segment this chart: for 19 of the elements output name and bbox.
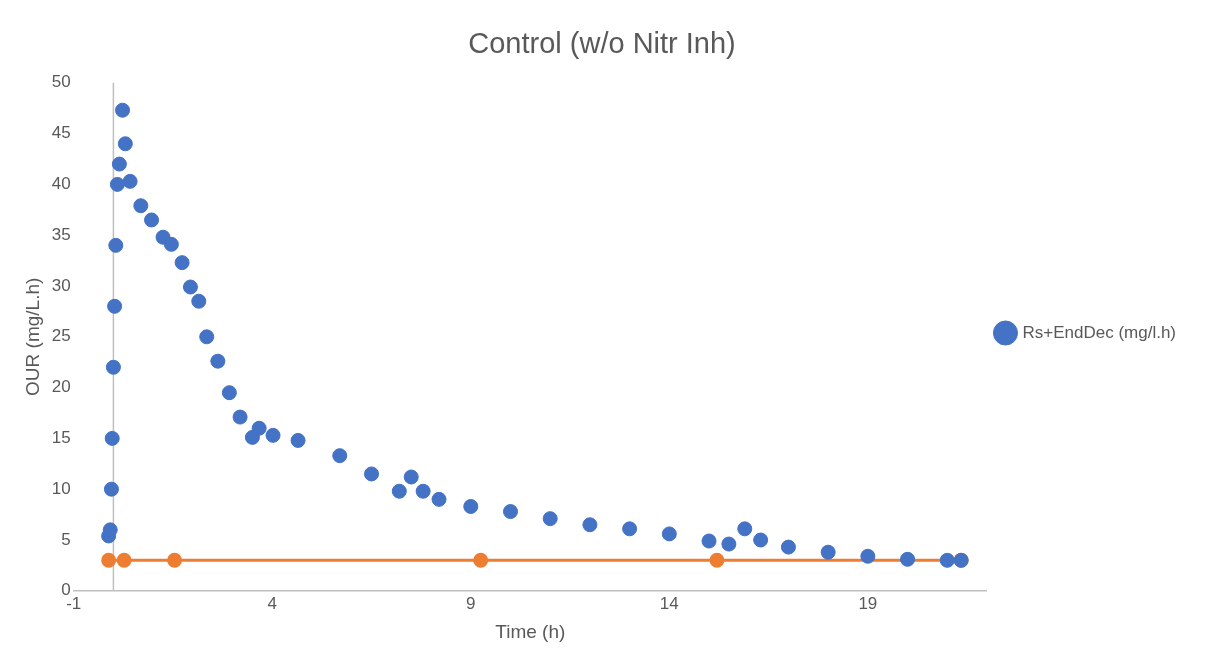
y-tick-label: 40 (51, 174, 71, 194)
y-tick-label: 15 (51, 428, 71, 448)
x-tick-label: 19 (858, 593, 878, 613)
chart-title: Control (w/o Nitr Inh) (468, 27, 736, 60)
y-axis-title: OUR (mg/L.h) (21, 277, 43, 396)
y-tick-label: 20 (51, 377, 71, 397)
y-tick-label: 0 (61, 580, 71, 600)
y-tick-label: 25 (51, 326, 71, 346)
x-tick-label: 9 (466, 593, 476, 613)
x-tick-label: 4 (267, 593, 277, 613)
y-tick-label: 35 (51, 224, 71, 244)
x-tick-label: 14 (659, 593, 679, 613)
legend-label: Rs+EndDec (mg/l.h) (1022, 322, 1177, 342)
y-tick-label: 10 (51, 478, 71, 498)
y-tick-label: 45 (51, 123, 71, 143)
y-tick-label: 5 (61, 529, 71, 549)
y-tick-label: 30 (51, 275, 71, 295)
x-axis-title: Time (h) (495, 620, 566, 642)
y-tick-label: 50 (51, 72, 71, 92)
